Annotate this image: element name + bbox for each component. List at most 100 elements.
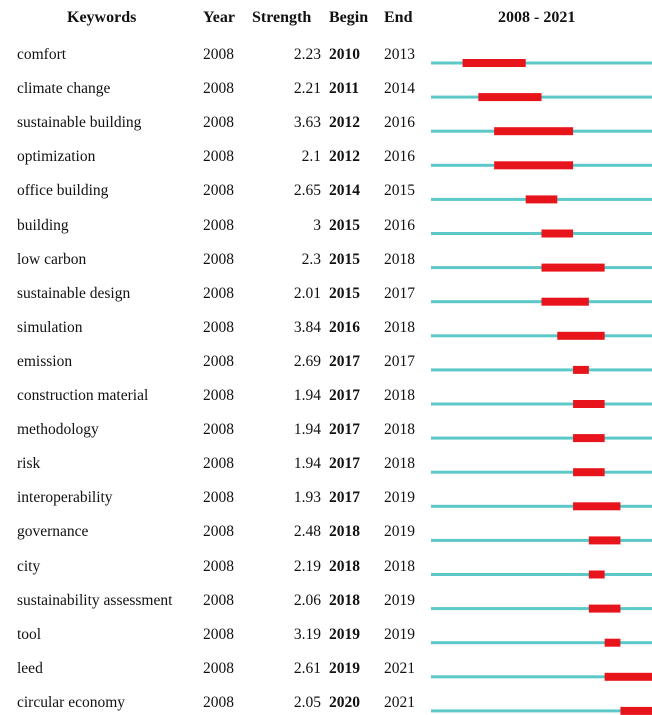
row-begin: 2017 <box>329 455 360 473</box>
row-year: 2008 <box>203 250 234 268</box>
burst-bar <box>573 400 605 408</box>
row-end: 2018 <box>384 421 415 439</box>
row-end: 2018 <box>384 455 415 473</box>
row-strength: 2.65 <box>293 182 321 200</box>
row-begin: 2018 <box>329 591 360 609</box>
row-begin: 2018 <box>329 523 360 541</box>
row-year: 2008 <box>203 182 234 200</box>
row-year: 2008 <box>203 148 234 166</box>
header-year: Year <box>203 9 235 26</box>
row-strength: 1.94 <box>293 455 321 473</box>
row-year: 2008 <box>203 693 234 711</box>
row-year: 2008 <box>203 625 234 643</box>
row-begin: 2015 <box>329 284 360 302</box>
row-keyword: building <box>17 216 69 234</box>
row-strength: 2.61 <box>293 659 321 677</box>
row-keyword: comfort <box>17 46 67 63</box>
row-begin: 2015 <box>329 216 360 234</box>
row-begin: 2015 <box>329 250 360 268</box>
row-keyword: sustainable building <box>17 114 142 132</box>
row-begin: 2017 <box>329 352 360 370</box>
burst-bar <box>541 297 589 306</box>
row-year: 2008 <box>203 284 234 302</box>
row-begin: 2012 <box>329 148 360 166</box>
row-strength: 2.21 <box>293 80 321 98</box>
timeline-line <box>431 709 652 713</box>
row-year: 2008 <box>203 523 234 541</box>
row-begin: 2018 <box>329 557 360 575</box>
row-end: 2019 <box>384 523 415 541</box>
row-year: 2008 <box>203 352 234 370</box>
row-keyword: risk <box>17 455 41 473</box>
timeline-line <box>431 436 652 440</box>
row-keyword: circular economy <box>17 693 126 711</box>
timeline-line <box>431 607 652 611</box>
row-year: 2008 <box>203 387 234 404</box>
row-keyword: interoperability <box>17 489 113 507</box>
row-strength: 2.48 <box>293 523 321 541</box>
row-begin: 2012 <box>329 114 360 132</box>
row-end: 2016 <box>384 216 415 234</box>
row-strength: 1.94 <box>293 421 321 439</box>
row-end: 2014 <box>384 80 415 98</box>
row-year: 2008 <box>203 455 234 473</box>
row-end: 2016 <box>384 148 415 166</box>
row-keyword: city <box>17 557 41 575</box>
row-end: 2018 <box>384 318 415 336</box>
row-begin: 2019 <box>329 625 360 643</box>
row-year: 2008 <box>203 557 234 575</box>
timeline-line <box>431 402 652 406</box>
burst-bar <box>573 434 605 443</box>
timeline-line <box>431 368 652 372</box>
row-keyword: tool <box>17 625 42 643</box>
row-keyword: sustainability assessment <box>17 591 173 609</box>
row-end: 2021 <box>384 693 415 711</box>
burst-bar <box>525 195 558 204</box>
burst-bar <box>573 468 605 477</box>
row-keyword: leed <box>17 659 43 677</box>
burst-bar <box>494 161 574 170</box>
row-keyword: office building <box>17 182 109 200</box>
row-year: 2008 <box>203 46 234 63</box>
burst-bar <box>588 604 621 613</box>
row-keyword: optimization <box>17 148 96 166</box>
row-end: 2017 <box>384 352 415 370</box>
row-keyword: simulation <box>17 318 83 336</box>
burst-bar <box>541 229 574 238</box>
timeline-line <box>431 61 652 65</box>
row-year: 2008 <box>203 114 234 132</box>
row-end: 2013 <box>384 46 415 63</box>
burst-bar <box>573 365 589 374</box>
row-begin: 2010 <box>329 46 360 63</box>
row-strength: 2.69 <box>293 352 321 370</box>
row-begin: 2017 <box>329 489 360 507</box>
header-range: 2008 - 2021 <box>498 9 576 26</box>
header-keywords: Keywords <box>67 9 137 26</box>
row-year: 2008 <box>203 659 234 677</box>
timeline-line <box>431 538 652 542</box>
row-year: 2008 <box>203 216 234 234</box>
timeline-line <box>431 675 652 679</box>
row-year: 2008 <box>203 318 234 336</box>
header-begin: Begin <box>329 9 369 26</box>
row-begin: 2011 <box>329 80 360 98</box>
row-end: 2017 <box>384 284 415 302</box>
row-strength: 2.06 <box>293 591 321 609</box>
row-end: 2018 <box>384 557 415 575</box>
burst-bar <box>588 570 605 579</box>
row-strength: 3.84 <box>293 318 321 336</box>
burst-bar <box>604 672 652 681</box>
row-strength: 2.3 <box>301 250 321 268</box>
row-year: 2008 <box>203 421 234 439</box>
row-keyword: construction material <box>17 387 149 404</box>
row-strength: 1.93 <box>293 489 321 507</box>
burst-bar <box>494 127 574 136</box>
row-begin: 2017 <box>329 387 360 404</box>
row-strength: 3.63 <box>293 114 321 132</box>
row-year: 2008 <box>203 489 234 507</box>
row-end: 2019 <box>384 625 415 643</box>
timeline-line <box>431 470 652 474</box>
row-strength: 2.1 <box>301 148 321 166</box>
